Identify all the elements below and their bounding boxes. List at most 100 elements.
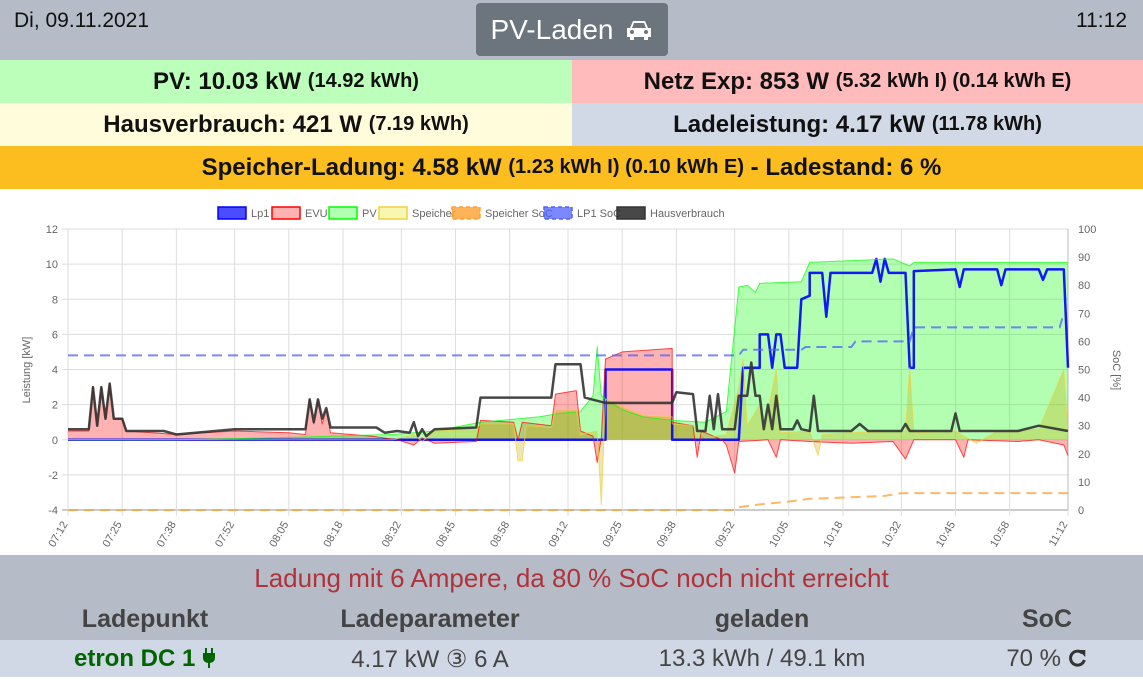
y-tick-left: 4	[52, 365, 58, 377]
x-tick-label: 08:32	[380, 520, 404, 550]
x-tick-label: 10:45	[934, 520, 958, 550]
x-tick-label: 09:52	[713, 520, 737, 550]
y-axis-title-left: Leistung [kW]	[21, 337, 33, 404]
charge-mode-label: PV-Laden	[490, 13, 614, 45]
pv-value: PV: 10.03 kW	[153, 67, 302, 95]
x-tick-label: 11:12	[1047, 520, 1071, 549]
grid-summary: Netz Exp: 853 W (5.32 kWh I) (0.14 kWh E…	[572, 60, 1143, 103]
x-tick-label: 08:45	[434, 520, 458, 550]
pv-energy: (14.92 kWh)	[307, 70, 419, 92]
plug-icon	[203, 648, 216, 668]
series-area-speicher	[68, 359, 1068, 505]
y-axis-title-right: SoC [%]	[1110, 350, 1122, 390]
y-tick-right: 40	[1078, 393, 1090, 405]
y-tick-left: 8	[52, 294, 58, 306]
x-tick-label: 08:58	[488, 520, 512, 550]
x-tick-label: 08:18	[321, 520, 345, 550]
battery-soc: - Ladestand: 6 %	[750, 153, 942, 181]
y-tick-right: 20	[1078, 449, 1090, 461]
legend-swatch	[378, 206, 408, 220]
status-message: Ladung mit 6 Ampere, da 80 % SoC noch ni…	[254, 563, 889, 593]
battery-summary: Speicher-Ladung: 4.58 kW (1.23 kWh I) (0…	[0, 146, 1143, 189]
x-tick-label: 09:38	[655, 520, 679, 550]
x-tick-label: 10:05	[767, 520, 791, 550]
header-ladeparameter: Ladeparameter	[340, 605, 520, 633]
legend-swatch	[616, 206, 646, 220]
vehicle-soc: 70 %	[1006, 645, 1087, 673]
house-summary: Hausverbrauch: 421 W (7.19 kWh)	[0, 103, 572, 146]
y-tick-right: 100	[1078, 224, 1096, 236]
y-tick-right: 0	[1078, 505, 1084, 517]
legend-label: LP1 SoC	[577, 208, 621, 220]
house-energy: (7.19 kWh)	[368, 113, 469, 135]
x-tick-label: 07:38	[155, 520, 179, 550]
x-tick-label: 10:18	[821, 520, 845, 550]
grid-energy: (5.32 kWh I) (0.14 kWh E)	[835, 70, 1072, 92]
x-tick-label: 09:25	[601, 520, 625, 550]
y-tick-right: 80	[1078, 280, 1090, 292]
header-geladen: geladen	[714, 605, 810, 633]
x-tick-label: 10:58	[988, 520, 1012, 550]
table-row[interactable]: etron DC 1 4.17 kW ③ 6 A 13.3 kWh / 49.1…	[0, 640, 1143, 677]
series-line-lp1-soc	[68, 313, 1065, 357]
x-tick-label: 07:12	[46, 520, 70, 550]
date: Di, 09.11.2021	[14, 9, 150, 32]
car-icon	[626, 20, 651, 40]
x-tick-label: 07:25	[101, 520, 125, 550]
legend-swatch	[328, 206, 358, 220]
chargepoint-label: etron DC 1	[73, 645, 196, 672]
series-area-evu	[68, 348, 1068, 474]
legend-label: EVU	[305, 208, 328, 220]
y-tick-right: 10	[1078, 477, 1090, 489]
y-tick-right: 30	[1078, 421, 1090, 433]
energy-chart: -4 -2 0 2 4 6 8 10 12 0 10 20 30 40 50 60 70 80 90 100 07:12…	[0, 190, 1143, 555]
clock: 11:12	[1076, 9, 1127, 32]
pv-summary: PV: 10.03 kW (14.92 kWh)	[0, 60, 572, 103]
status-panel: Ladung mit 6 Ampere, da 80 % SoC noch ni…	[0, 555, 1143, 640]
charge-params: 4.17 kW ③ 6 A	[351, 646, 509, 673]
y-tick-right: 50	[1078, 365, 1090, 377]
series-line-hausverbrauch	[68, 361, 1069, 438]
legend-label: Speicher	[412, 208, 456, 220]
series-line-pv	[68, 258, 1068, 441]
y-tick-left: 6	[52, 329, 58, 341]
legend-label: PV	[362, 208, 377, 220]
series-line-lp1	[68, 257, 1070, 442]
charge-mode-button[interactable]: PV-Laden	[476, 3, 668, 56]
y-tick-right: 90	[1078, 252, 1090, 264]
legend-swatch	[271, 206, 301, 220]
battery-energy: (1.23 kWh I) (0.10 kWh E)	[508, 156, 744, 178]
y-tick-left: 0	[52, 435, 58, 447]
y-tick-left: 10	[46, 259, 58, 271]
y-tick-right: 60	[1078, 336, 1090, 348]
legend-swatch	[217, 206, 247, 220]
y-tick-left: 2	[52, 400, 58, 412]
charge-summary: Ladeleistung: 4.17 kW (11.78 kWh)	[572, 103, 1143, 146]
header-soc: SoC	[1022, 605, 1072, 633]
chargepoint-name[interactable]: etron DC 1	[74, 645, 216, 673]
x-tick-label: 07:52	[213, 520, 237, 550]
series-line-speicher-soc	[68, 492, 1068, 511]
header-ladepunkt: Ladepunkt	[81, 605, 209, 633]
header-bar: Di, 09.11.2021 PV-Laden 11:12	[0, 0, 1143, 60]
y-tick-right: 70	[1078, 308, 1090, 320]
legend-swatch	[451, 206, 481, 220]
legend-label: Hausverbrauch	[650, 208, 725, 220]
legend-swatch	[543, 206, 573, 220]
series-area-pv	[68, 258, 1068, 440]
y-tick-left: -2	[48, 470, 58, 482]
y-tick-left: 12	[46, 224, 58, 236]
charge-value: Ladeleistung: 4.17 kW	[673, 110, 926, 138]
house-value: Hausverbrauch: 421 W	[103, 110, 363, 138]
battery-value: Speicher-Ladung: 4.58 kW	[201, 153, 502, 181]
series-line-speicher	[68, 358, 1069, 506]
grid-value: Netz Exp: 853 W	[643, 67, 830, 95]
x-tick-label: 08:05	[267, 520, 291, 550]
x-tick-label: 10:32	[880, 520, 904, 550]
charged-amount: 13.3 kWh / 49.1 km	[658, 645, 866, 672]
refresh-icon[interactable]	[1068, 648, 1088, 668]
soc-value: 70 %	[1006, 645, 1062, 672]
legend-label: Speicher SoC	[485, 208, 553, 220]
x-tick-label: 09:12	[546, 520, 570, 550]
chart-svg: -4 -2 0 2 4 6 8 10 12 0 10 20 30 40 50 60 70 80 90 100 07:12…	[21, 206, 1122, 550]
